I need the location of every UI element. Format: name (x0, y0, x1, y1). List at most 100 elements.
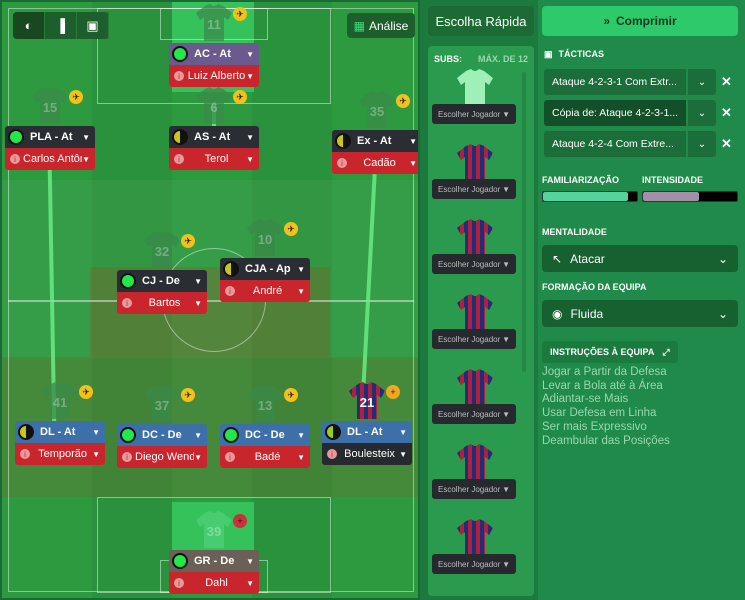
role-dropdown[interactable]: DC - De ▼ (117, 424, 207, 446)
team-instructions-button[interactable]: INSTRUÇÕES À EQUIPA ⤢ (542, 341, 678, 363)
mentality-dropdown[interactable]: ↖ Atacar ⌄ (542, 245, 738, 272)
player-dropdown[interactable]: i Badé ▼ (220, 446, 310, 468)
info-icon[interactable]: i (174, 71, 184, 81)
role-dropdown[interactable]: DC - De ▼ (220, 424, 310, 446)
player-card: DC - De ▼ i Badé ▼ (220, 424, 310, 468)
player-shirt[interactable]: 6 (195, 86, 233, 124)
info-icon[interactable]: i (122, 298, 132, 308)
tactic-slot[interactable]: Cópia de: Ataque 4-2-3-1... ⌄ (544, 100, 716, 126)
info-icon[interactable]: i (225, 286, 235, 296)
info-icon[interactable]: i (10, 154, 20, 164)
close-icon[interactable]: ✕ (721, 136, 732, 151)
intensity-bar (642, 191, 738, 202)
player-shirt[interactable]: 11 (195, 3, 233, 41)
choose-player-dropdown[interactable]: Escolher Jogador ▼ (432, 404, 516, 424)
choose-player-dropdown[interactable]: Escolher Jogador ▼ (432, 179, 516, 199)
shape-dropdown[interactable]: ◉ Fluida ⌄ (542, 300, 738, 327)
role-dropdown[interactable]: DL - At ▼ (322, 421, 412, 443)
player-shirt[interactable]: 35 (358, 90, 396, 128)
shirt-number: 11 (207, 17, 221, 32)
contrast-icon[interactable]: ◐ (13, 12, 45, 39)
subs-title: SUBS: (434, 54, 463, 64)
player-dropdown[interactable]: i Temporão ▼ (15, 443, 105, 465)
familiarity-bar (542, 191, 638, 202)
player-card: CJ - De ▼ i Bartos ▼ (117, 270, 207, 314)
tactics-heading: ▣ TÁCTICAS (544, 49, 605, 59)
role-dropdown[interactable]: PLA - At ▼ (5, 126, 95, 148)
info-icon[interactable]: i (122, 452, 132, 462)
plane-icon: ✈ (79, 385, 93, 399)
subs-scrollbar[interactable] (522, 72, 526, 372)
choose-player-dropdown[interactable]: Escolher Jogador ▼ (432, 254, 516, 274)
role-dropdown[interactable]: AS - At ▼ (169, 126, 259, 148)
condition-icon (325, 424, 341, 440)
grid-icon: ▦ (353, 18, 365, 33)
info-icon[interactable]: i (20, 449, 30, 459)
subs-max: MÁX. DE 12 (477, 54, 528, 64)
subs-panel: SUBS: MÁX. DE 12 Escolher Jogador ▼ Escolh… (428, 46, 534, 596)
role-dropdown[interactable]: Ex - At ▼ (332, 130, 418, 152)
choose-player-dropdown[interactable]: Escolher Jogador ▼ (432, 554, 516, 574)
analysis-button[interactable]: ▦ Análise (347, 13, 415, 38)
chevron-down-icon[interactable]: ⌄ (688, 131, 716, 157)
shirt-number: 6 (210, 100, 217, 115)
tactics-board-icon[interactable]: ▣ (77, 12, 109, 39)
team-instruction: Levar a Bola até à Área (542, 379, 663, 392)
player-shirt[interactable]: 39 (195, 510, 233, 548)
condition-icon (8, 129, 24, 145)
role-dropdown[interactable]: AC - At ▼ (169, 43, 259, 65)
player-dropdown[interactable]: i Diego Wendel ▼ (117, 446, 207, 468)
choose-player-dropdown[interactable]: Escolher Jogador ▼ (432, 329, 516, 349)
player-shirt[interactable]: 15 (31, 86, 69, 124)
role-dropdown[interactable]: GR - De ▼ (169, 550, 259, 572)
player-dropdown[interactable]: i Terol ▼ (169, 148, 259, 170)
player-dropdown[interactable]: i Bartos ▼ (117, 292, 207, 314)
bar-chart-icon[interactable]: ▐ (45, 12, 77, 39)
plane-icon: ✈ (284, 388, 298, 402)
player-dropdown[interactable]: i Dahl ▼ (169, 572, 259, 594)
caret-down-icon: ▼ (502, 484, 510, 494)
info-icon[interactable]: i (174, 578, 184, 588)
condition-icon (223, 261, 239, 277)
compress-button[interactable]: » Comprimir (542, 6, 738, 36)
caret-down-icon: ▼ (409, 158, 417, 168)
info-icon[interactable]: i (225, 452, 235, 462)
choose-player-dropdown[interactable]: Escolher Jogador ▼ (432, 479, 516, 499)
player-shirt[interactable]: 32 (143, 230, 181, 268)
role-dropdown[interactable]: DL - At ▼ (15, 421, 105, 443)
condition-icon (172, 553, 188, 569)
player-dropdown[interactable]: i Luiz Alberto ▼ (169, 65, 259, 87)
role-dropdown[interactable]: CJ - De ▼ (117, 270, 207, 292)
player-shirt[interactable]: 13 (246, 384, 284, 422)
view-toolbar: ◐ ▐ ▣ (13, 12, 109, 39)
choose-player-dropdown[interactable]: Escolher Jogador ▼ (432, 104, 516, 124)
tactic-slot[interactable]: Ataque 4-2-3-1 Com Extr... ⌄ (544, 69, 716, 95)
chevron-down-icon[interactable]: ⌄ (688, 100, 716, 126)
caret-down-icon: ▼ (92, 427, 100, 437)
player-shirt[interactable]: 37 (143, 384, 181, 422)
player-shirt[interactable]: 21 (348, 381, 386, 419)
quick-pick-button[interactable]: Escolha Rápida (428, 6, 534, 36)
player-dropdown[interactable]: i Boulesteix ▼ (322, 443, 412, 465)
player-dropdown[interactable]: i André ▼ (220, 280, 310, 302)
plus-icon: + (233, 514, 247, 528)
close-icon[interactable]: ✕ (721, 105, 732, 120)
close-icon[interactable]: ✕ (721, 74, 732, 89)
info-icon[interactable]: i (174, 154, 184, 164)
player-dropdown[interactable]: i Carlos Antônio ▼ (5, 148, 95, 170)
chevron-down-icon[interactable]: ⌄ (688, 69, 716, 95)
team-instructions-list: Jogar a Partir da Defesa Levar a Bola até… (542, 366, 670, 448)
player-dropdown[interactable]: i Cadão ▼ (332, 152, 418, 174)
player-card: DL - At ▼ i Temporão ▼ (15, 421, 105, 465)
info-icon[interactable]: i (327, 449, 337, 459)
plane-icon: ✈ (284, 222, 298, 236)
team-instruction: Ser mais Expressivo (542, 420, 647, 433)
player-shirt[interactable]: 41 (41, 381, 79, 419)
condition-icon (172, 46, 188, 62)
caret-down-icon: ▼ (297, 264, 305, 274)
tactic-slot[interactable]: Ataque 4-2-4 Com Extre... ⌄ (544, 131, 716, 157)
player-shirt[interactable]: 10 (246, 218, 284, 256)
info-icon[interactable]: i (337, 158, 347, 168)
caret-down-icon: ▼ (246, 49, 254, 59)
role-dropdown[interactable]: CJA - Ap ▼ (220, 258, 310, 280)
